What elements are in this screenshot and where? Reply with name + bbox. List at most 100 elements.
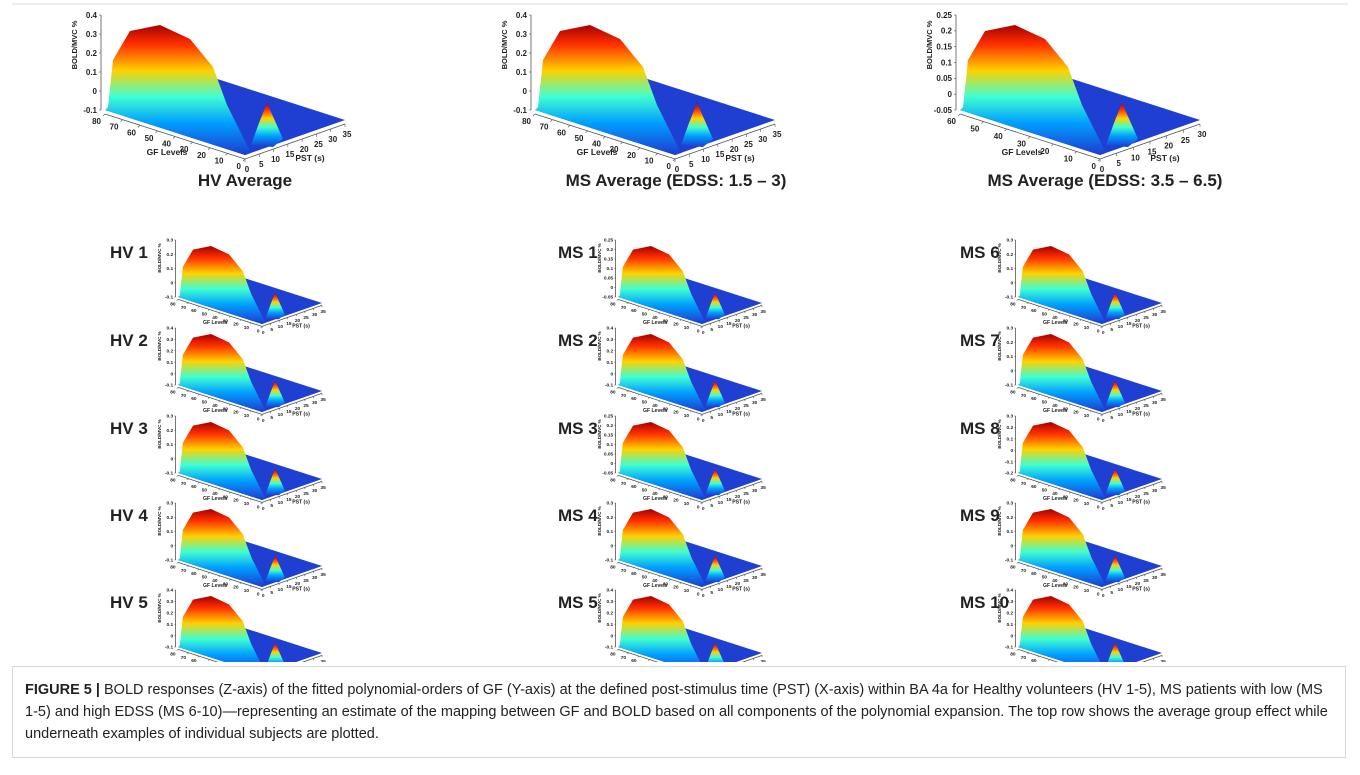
surface-peak (265, 380, 285, 408)
y-tick-label: 70 (621, 393, 627, 399)
y-tick-label: 60 (1031, 308, 1037, 314)
y-tick-label: 60 (1031, 484, 1037, 490)
y-tick (197, 481, 200, 484)
panel-label: MS 7 (960, 331, 1000, 350)
y-tick-label: 20 (233, 585, 239, 591)
y-tick-label: 80 (610, 651, 616, 657)
z-tick-label: 0.2 (167, 428, 174, 434)
y-tick (187, 652, 189, 655)
surface-peak (681, 103, 713, 147)
x-tick-label: 35 (1161, 485, 1167, 491)
y-tick-label: 40 (592, 140, 601, 149)
y-tick (225, 153, 228, 156)
y-tick (669, 316, 671, 318)
x-tick-label: 35 (1161, 309, 1167, 315)
x-tick-label: 30 (1152, 400, 1158, 406)
y-tick-label: 0 (257, 416, 260, 422)
y-tick (658, 488, 661, 491)
surface-peak (1105, 555, 1125, 583)
z-tick-label: 0.2 (167, 515, 174, 521)
x-tick-label: 0 (262, 330, 265, 336)
surface-peak (265, 555, 285, 583)
x-axis (674, 123, 776, 160)
z-tick-label: 0.2 (516, 49, 528, 58)
y-tick (957, 113, 961, 117)
y-tick (250, 322, 252, 325)
y-tick (627, 478, 629, 481)
y-tick (229, 579, 231, 581)
y-tick (616, 299, 619, 301)
x-tick-label: 20 (295, 581, 301, 587)
y-tick-label: 10 (684, 413, 690, 419)
y-tick (208, 572, 210, 574)
y-axis-label: GF Levels (1002, 147, 1043, 157)
y-tick (239, 582, 242, 585)
z-tick-label: 0.3 (167, 414, 174, 420)
x-tick-label: 15 (286, 497, 292, 503)
y-tick-label: 50 (1042, 575, 1048, 581)
x-tick-label: 10 (278, 500, 284, 506)
z-tick-label: 0.1 (607, 360, 614, 366)
caption-text: BOLD responses (Z-axis) of the fitted po… (25, 682, 1328, 742)
y-tick-label: 50 (970, 125, 979, 134)
z-tick-label: 0.4 (1007, 588, 1014, 594)
z-tick-label: -0.1 (165, 558, 174, 564)
surface-plot: -0.100.10.20.30.480706050403020100051015… (597, 588, 766, 662)
y-tick-label: 20 (673, 498, 679, 504)
z-tick-label: -0.1 (165, 471, 174, 477)
surface-hump (618, 246, 706, 324)
y-tick-label: 60 (191, 658, 197, 662)
y-tick (218, 575, 221, 578)
y-tick-label: 80 (170, 389, 176, 395)
y-tick (648, 309, 650, 311)
y-tick-label: 10 (244, 325, 250, 331)
y-tick (679, 495, 682, 498)
y-tick-label: 80 (610, 301, 616, 307)
y-tick-label: 0 (1097, 591, 1100, 597)
y-tick-label: 60 (631, 484, 637, 490)
x-tick-label: 25 (743, 578, 749, 584)
x-tick-label: 0 (702, 330, 705, 336)
y-tick (1027, 390, 1029, 393)
z-tick-label: 0.1 (607, 529, 614, 535)
x-tick-label: 35 (773, 130, 782, 139)
y-tick-label: 30 (1063, 406, 1069, 412)
y-tick-label: 40 (652, 578, 658, 584)
y-tick (550, 119, 553, 122)
x-axis-label: PST (s) (725, 153, 754, 163)
x-tick-label: 25 (303, 491, 309, 497)
surface-peak (707, 642, 724, 662)
z-tick-label: 0.15 (604, 257, 614, 263)
y-tick-label: 70 (181, 568, 187, 574)
x-tick-label: 20 (1135, 406, 1141, 412)
z-tick-label: -0.1 (605, 383, 614, 389)
z-tick-label: 0.1 (607, 622, 614, 628)
z-tick-label: 0 (171, 633, 174, 639)
surface-hump (1018, 334, 1106, 412)
y-tick (1004, 128, 1007, 132)
z-tick-label: 0.3 (607, 501, 614, 507)
surface-hump (178, 596, 261, 662)
x-tick-label: 20 (1135, 581, 1141, 587)
surface-plot: -0.0500.050.10.150.20.258070605040302010… (597, 238, 766, 337)
surface-hump (535, 25, 681, 155)
y-tick (208, 309, 210, 311)
z-tick-label: 0.1 (1007, 436, 1014, 442)
z-tick-label: -0.05 (602, 295, 613, 301)
z-axis-label: BOLD/MVC % (70, 20, 79, 69)
x-tick-label: 20 (1135, 318, 1141, 324)
y-tick (690, 410, 692, 413)
y-tick-label: 10 (684, 325, 690, 331)
x-axis (701, 393, 763, 415)
y-tick (1090, 410, 1092, 413)
y-tick-label: 80 (522, 117, 531, 126)
x-axis-label: PST (s) (1132, 412, 1150, 418)
y-axis-label: GF Levels (1043, 408, 1068, 414)
surface-peak (267, 642, 284, 662)
y-tick-label: 70 (1021, 655, 1027, 661)
y-tick (1079, 582, 1082, 585)
z-tick-label: 0 (171, 543, 174, 549)
y-tick (197, 568, 200, 571)
